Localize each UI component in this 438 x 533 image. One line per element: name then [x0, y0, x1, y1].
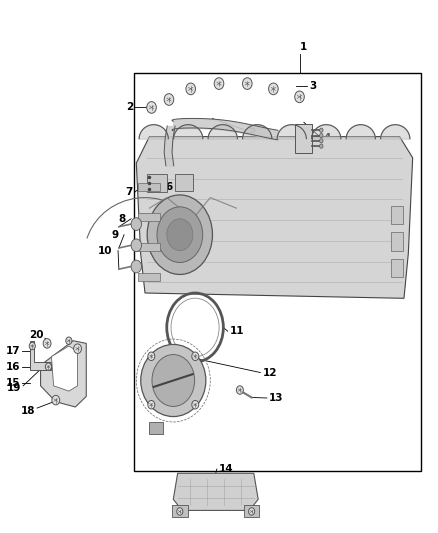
Bar	[391, 206, 403, 224]
Text: 19: 19	[7, 383, 21, 393]
Circle shape	[192, 400, 199, 409]
Circle shape	[131, 217, 141, 230]
Bar	[391, 259, 403, 277]
Text: 4: 4	[324, 133, 331, 143]
Text: 3: 3	[309, 81, 316, 91]
Polygon shape	[41, 341, 86, 407]
Circle shape	[164, 94, 174, 106]
Bar	[147, 174, 167, 192]
Circle shape	[320, 144, 323, 148]
Circle shape	[237, 386, 244, 394]
Bar	[244, 505, 259, 517]
Bar	[176, 174, 193, 191]
Bar	[172, 505, 187, 517]
Bar	[138, 273, 160, 281]
Circle shape	[43, 338, 51, 348]
Circle shape	[148, 352, 155, 360]
Circle shape	[268, 83, 278, 95]
Text: 9: 9	[112, 230, 119, 240]
Circle shape	[320, 128, 323, 132]
Text: 18: 18	[21, 406, 35, 416]
Polygon shape	[311, 125, 341, 139]
Text: 20: 20	[29, 330, 44, 341]
Text: 14: 14	[219, 464, 233, 474]
Circle shape	[147, 195, 212, 274]
Polygon shape	[173, 473, 258, 511]
Text: 1: 1	[300, 42, 307, 52]
Bar	[391, 232, 403, 251]
Text: 16: 16	[6, 362, 21, 372]
Bar	[149, 422, 163, 433]
Text: 10: 10	[98, 246, 113, 256]
Circle shape	[167, 219, 193, 251]
Circle shape	[148, 400, 155, 409]
Circle shape	[249, 508, 254, 515]
Bar	[138, 243, 160, 251]
Circle shape	[214, 78, 224, 90]
Polygon shape	[173, 125, 203, 139]
Circle shape	[52, 395, 60, 405]
Circle shape	[46, 363, 51, 370]
Circle shape	[192, 352, 199, 360]
Polygon shape	[208, 125, 237, 139]
Bar	[138, 183, 160, 191]
Circle shape	[243, 78, 252, 90]
Circle shape	[320, 139, 323, 143]
Circle shape	[295, 91, 304, 103]
Circle shape	[152, 354, 194, 407]
Circle shape	[177, 508, 183, 515]
Text: 12: 12	[262, 368, 277, 377]
Circle shape	[147, 102, 156, 114]
Circle shape	[320, 133, 323, 138]
Ellipse shape	[141, 344, 206, 417]
Circle shape	[131, 260, 141, 273]
Circle shape	[29, 342, 35, 350]
Bar	[134, 73, 421, 471]
Circle shape	[157, 207, 203, 263]
Circle shape	[131, 239, 141, 252]
Polygon shape	[381, 125, 410, 139]
Polygon shape	[277, 125, 307, 139]
Text: 2: 2	[126, 102, 133, 112]
Circle shape	[186, 83, 195, 95]
Polygon shape	[243, 125, 272, 139]
Polygon shape	[51, 346, 78, 391]
Polygon shape	[136, 136, 413, 298]
Polygon shape	[30, 341, 51, 370]
Text: 17: 17	[6, 346, 21, 357]
Text: 11: 11	[230, 326, 244, 336]
Text: 8: 8	[119, 214, 126, 224]
Text: 6: 6	[165, 182, 173, 192]
Bar	[138, 213, 160, 221]
Bar	[295, 124, 312, 153]
Polygon shape	[346, 125, 375, 139]
Circle shape	[74, 344, 81, 353]
Text: 15: 15	[6, 378, 21, 388]
Polygon shape	[139, 125, 168, 139]
Text: 13: 13	[269, 393, 283, 403]
Text: 5: 5	[248, 125, 255, 135]
Text: 7: 7	[125, 187, 133, 197]
Circle shape	[66, 337, 72, 344]
